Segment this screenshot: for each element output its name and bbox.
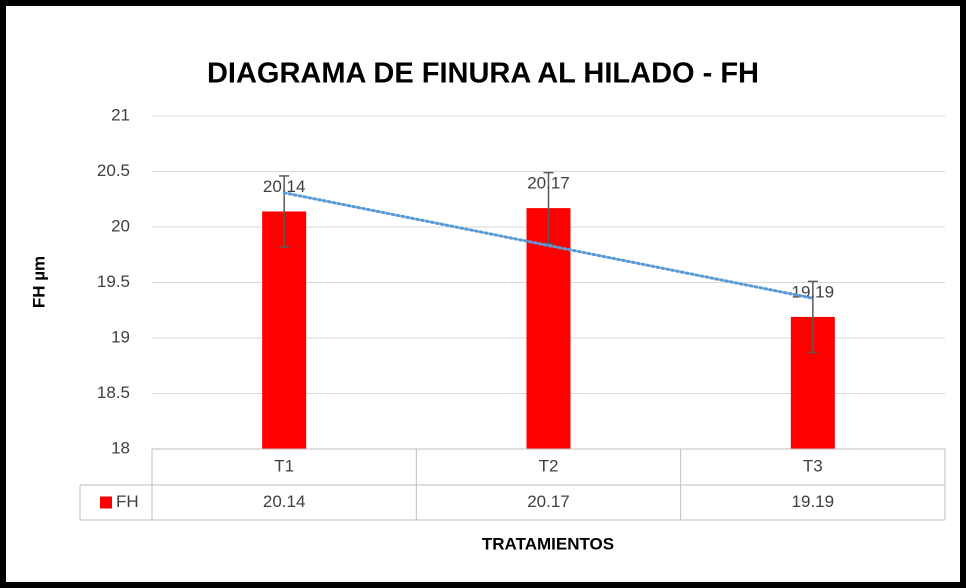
data-label: 20.17 [527, 174, 570, 193]
chart-title: DIAGRAMA DE FINURA AL HILADO - FH [207, 58, 759, 90]
table-value: 20.17 [527, 492, 570, 511]
data-label: 20.14 [263, 177, 306, 196]
table-value: 19.19 [792, 492, 835, 511]
x-tick-label: T3 [803, 456, 823, 475]
y-tick-label: 19 [111, 327, 130, 346]
data-label: 19.19 [792, 282, 835, 301]
error-bar [279, 175, 290, 248]
table-value: 20.14 [263, 492, 306, 511]
legend-label: FH [116, 492, 139, 511]
x-axis-label: TRATAMIENTOS [482, 534, 614, 553]
legend-key [100, 496, 112, 509]
x-tick-label: T2 [539, 456, 559, 475]
y-tick-label: 20.5 [97, 161, 130, 180]
error-bar [807, 280, 818, 354]
x-tick-label: T1 [274, 456, 294, 475]
y-tick-label: 20 [111, 216, 130, 235]
bar [262, 211, 307, 449]
y-tick-label: 18.5 [97, 383, 130, 402]
y-axis-label: FH µm [29, 256, 48, 308]
y-tick-label: 21 [111, 105, 130, 124]
y-tick-label: 19.5 [97, 272, 130, 291]
y-tick-label: 18 [111, 438, 130, 457]
trendline [282, 191, 815, 300]
